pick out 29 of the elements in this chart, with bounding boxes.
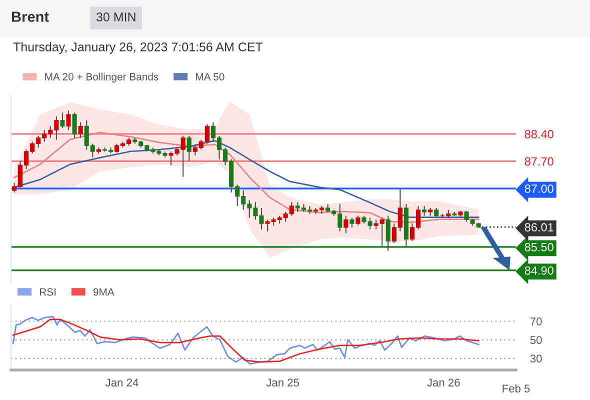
- candlestick: [66, 110, 71, 131]
- y-tick-label: 85.50: [524, 242, 554, 252]
- y-tick-label: 50: [530, 336, 542, 344]
- candlestick: [422, 205, 427, 216]
- candlestick: [344, 215, 348, 234]
- legend-label: MA 50: [196, 73, 224, 80]
- candlestick: [356, 215, 360, 226]
- x-tick-label: Jan 26: [427, 378, 460, 386]
- text: Thursday, January 26, 2023 7:01:56 AM CET: [13, 42, 263, 54]
- x-tick-label: Jan 24: [106, 378, 138, 386]
- y-tick-label: 87.00: [524, 184, 554, 193]
- candlestick: [350, 217, 354, 228]
- candlestick: [60, 112, 65, 129]
- y-tick-label: 84.90: [524, 266, 554, 275]
- y-tick-label: 30: [530, 354, 542, 363]
- x-tick-label: Jan 25: [266, 378, 300, 386]
- y-tick-label: 87.70: [524, 157, 554, 166]
- y-tick-label: 70: [530, 318, 542, 326]
- candlestick: [186, 135, 192, 162]
- candlestick: [72, 112, 77, 138]
- legend-label: RSI: [40, 288, 56, 296]
- chart-subtitle: 30 MIN: [96, 12, 136, 22]
- legend-label: MA 20 + Bollinger Bands: [45, 72, 158, 82]
- y-tick-label: 86.01: [524, 223, 554, 232]
- candlestick: [78, 122, 83, 138]
- legend-label: 9MA: [93, 288, 114, 296]
- text: Feb 5: [502, 384, 530, 392]
- y-tick-label: 88.40: [524, 130, 554, 138]
- chart-title: Brent: [12, 12, 49, 22]
